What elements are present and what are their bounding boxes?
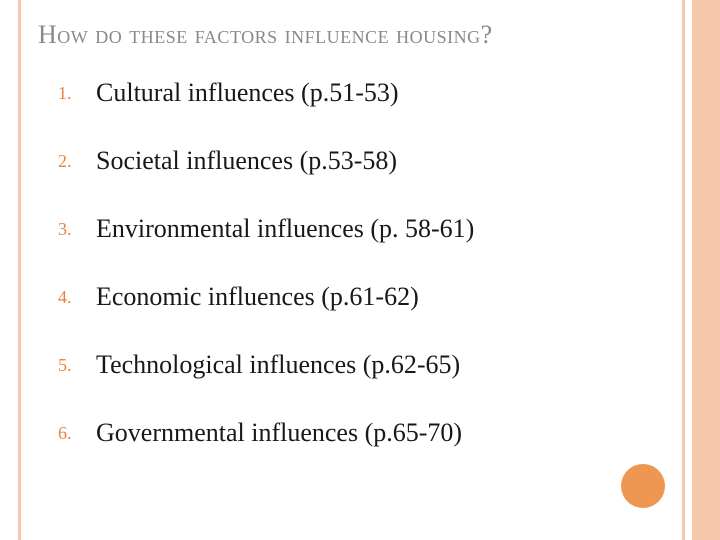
decorative-stripe-right-wide xyxy=(692,0,720,540)
list-item: Economic influences (p.61-62) xyxy=(58,282,670,312)
decorative-stripe-right-thin xyxy=(682,0,685,540)
list-item-text: Economic influences (p.61-62) xyxy=(96,282,419,311)
list-item: Societal influences (p.53-58) xyxy=(58,146,670,176)
decorative-circle-icon xyxy=(621,464,665,508)
factors-list: Cultural influences (p.51-53) Societal i… xyxy=(38,78,670,448)
list-item-text: Technological influences (p.62-65) xyxy=(96,350,460,379)
list-item-text: Governmental influences (p.65-70) xyxy=(96,418,462,447)
list-item-text: Environmental influences (p. 58-61) xyxy=(96,214,474,243)
list-item-text: Cultural influences (p.51-53) xyxy=(96,78,399,107)
decorative-stripe-left xyxy=(18,0,21,540)
list-item: Cultural influences (p.51-53) xyxy=(58,78,670,108)
slide-title: How do these factors influence housing? xyxy=(38,20,670,50)
list-item: Technological influences (p.62-65) xyxy=(58,350,670,380)
list-item: Governmental influences (p.65-70) xyxy=(58,418,670,448)
list-item-text: Societal influences (p.53-58) xyxy=(96,146,397,175)
slide-content: How do these factors influence housing? … xyxy=(38,20,670,486)
list-item: Environmental influences (p. 58-61) xyxy=(58,214,670,244)
